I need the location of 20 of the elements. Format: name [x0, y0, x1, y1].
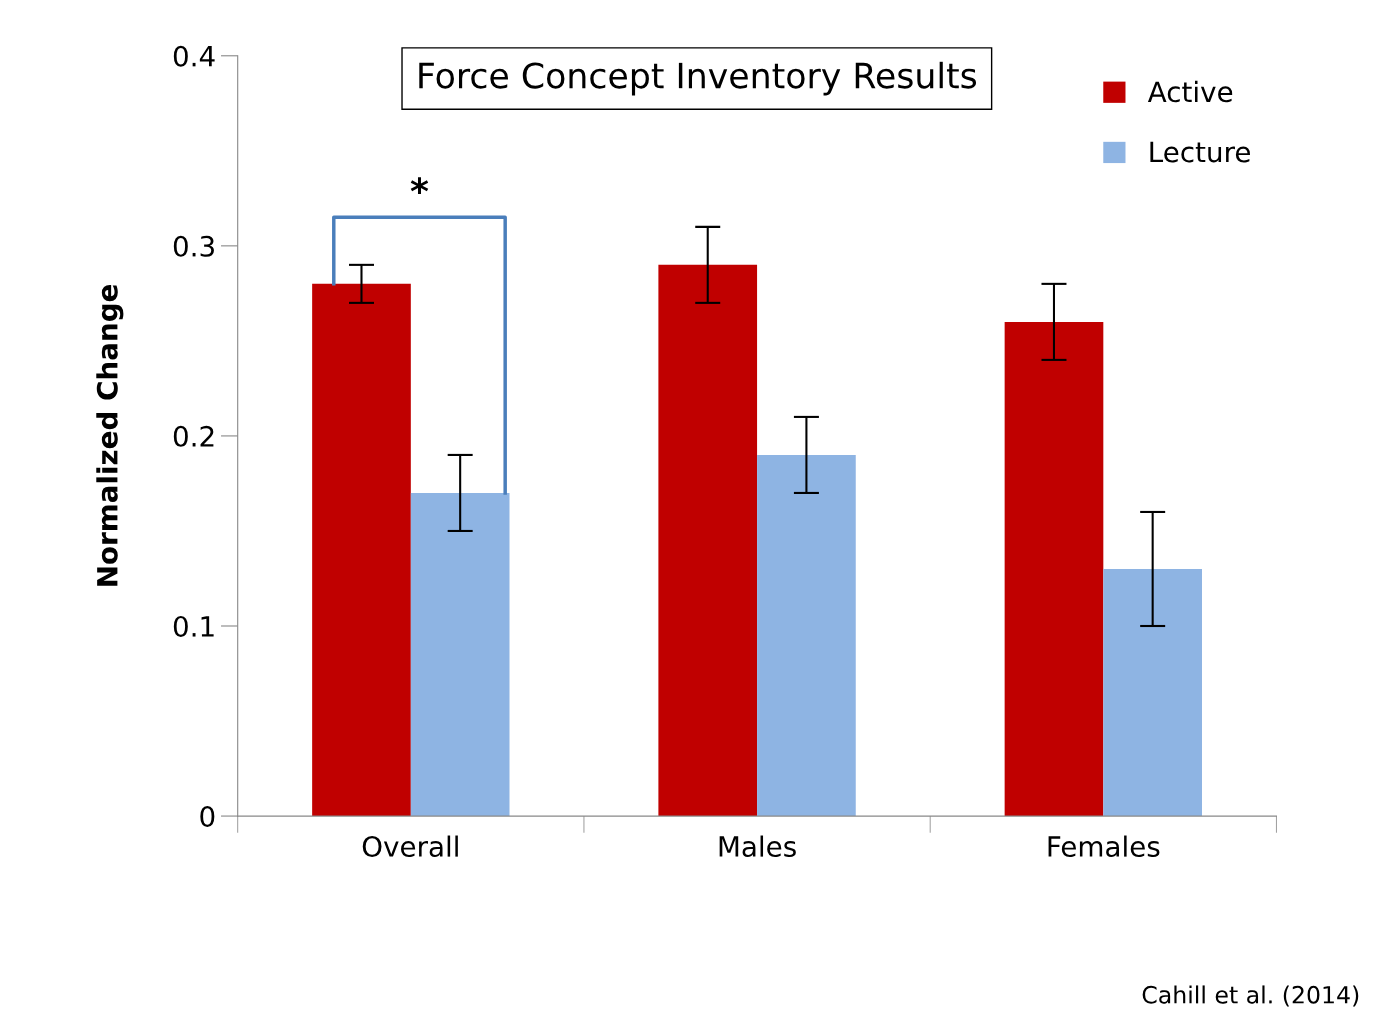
y-tick-label: 0.2 [173, 425, 214, 447]
x-tick-label: Females [1048, 835, 1160, 858]
bar [757, 454, 856, 817]
text: Cahill et al. (2014) [1142, 985, 1359, 1007]
y-tick-label: 0.3 [173, 235, 214, 257]
legend-label: Active [1147, 80, 1233, 103]
x-tick-label: Males [719, 835, 796, 858]
y-axis-title: Normalized Change [96, 284, 124, 586]
legend-label: Lecture [1150, 141, 1250, 163]
y-tick-label: 0 [200, 806, 215, 828]
x-tick-label: Overall [362, 835, 458, 858]
bar [658, 264, 758, 817]
chart-title: Force Concept Inventory Results [419, 61, 977, 96]
bar [1004, 321, 1104, 817]
annotation: * [410, 177, 429, 195]
bar [312, 283, 411, 817]
bar [1103, 568, 1202, 817]
bar [410, 492, 510, 817]
y-tick-label: 0.4 [173, 45, 215, 67]
y-tick-label: 0.1 [173, 615, 214, 637]
